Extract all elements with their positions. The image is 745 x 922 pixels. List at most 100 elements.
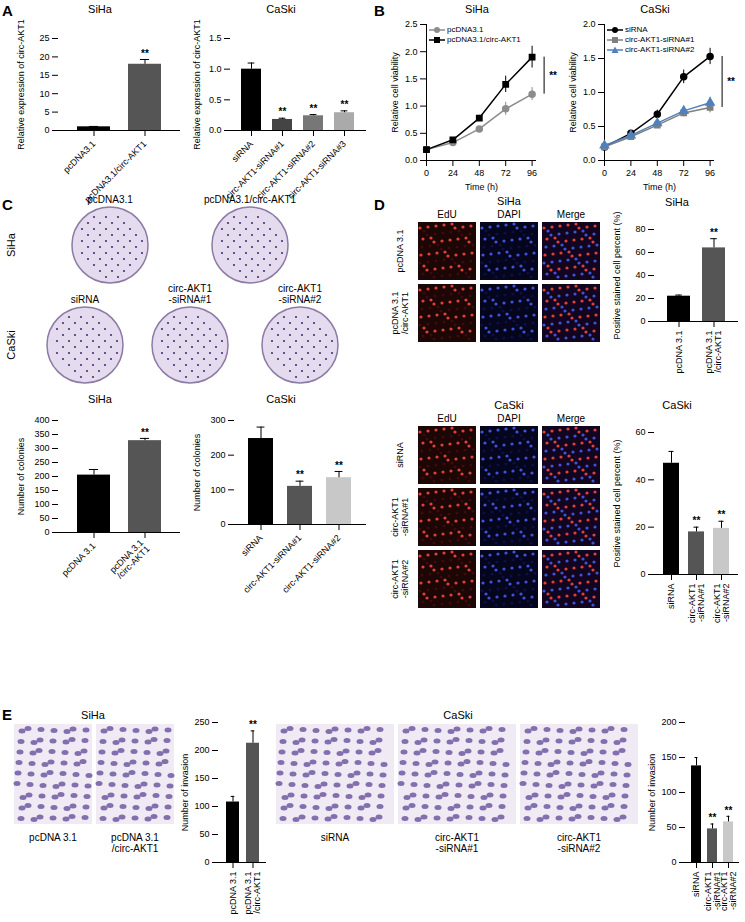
svg-text:Number of colonies: Number of colonies (16, 437, 26, 515)
svg-text:**: ** (341, 99, 349, 110)
svg-text:100: 100 (34, 499, 49, 509)
svg-text:0.5: 0.5 (583, 121, 596, 131)
svg-text:0.0: 0.0 (209, 125, 222, 135)
svg-text:20: 20 (39, 52, 49, 62)
svg-text:C: C (2, 196, 13, 213)
svg-text:siRNA: siRNA (691, 872, 701, 898)
svg-text:50: 50 (39, 513, 49, 523)
svg-text:96: 96 (705, 168, 715, 178)
svg-text:**: ** (549, 70, 557, 81)
svg-text:pcDNA3.1/circ-AKT1: pcDNA3.1/circ-AKT1 (204, 194, 297, 205)
svg-text:0: 0 (602, 168, 607, 178)
svg-text:0.0: 0.0 (405, 155, 418, 165)
svg-text:5: 5 (44, 107, 49, 117)
svg-text:300: 300 (34, 443, 49, 453)
svg-text:circ-AKT1-siRNA#1: circ-AKT1-siRNA#1 (168, 283, 212, 305)
svg-text:pcDNA 3.1: pcDNA 3.1 (60, 541, 97, 578)
svg-text:24: 24 (626, 168, 636, 178)
svg-text:siRNA: siRNA (395, 442, 405, 468)
svg-text:300: 300 (210, 415, 225, 425)
svg-text:E: E (2, 706, 12, 723)
svg-text:EdU: EdU (437, 413, 456, 424)
svg-text:circ-AKT1-siRNA#1: circ-AKT1-siRNA#1 (224, 139, 286, 201)
svg-text:2.0: 2.0 (583, 19, 596, 29)
svg-text:400: 400 (34, 415, 49, 425)
svg-text:Number of colonies: Number of colonies (192, 433, 202, 511)
svg-text:DAPI: DAPI (497, 209, 520, 220)
svg-text:**: ** (718, 509, 726, 520)
svg-text:circ-AKT1-siRNA#2: circ-AKT1-siRNA#2 (255, 139, 317, 201)
svg-text:Positive stained cell percent: Positive stained cell percent (%) (612, 439, 622, 567)
svg-text:1.5: 1.5 (583, 53, 596, 63)
svg-text:pcDNA 3.1: pcDNA 3.1 (674, 331, 684, 374)
svg-text:circ-AKT1-siRNA#2: circ-AKT1-siRNA#2 (278, 283, 322, 305)
svg-text:80: 80 (635, 224, 645, 234)
svg-text:72: 72 (501, 168, 511, 178)
svg-text:circ-AKT1-siRNA#2: circ-AKT1-siRNA#2 (719, 872, 738, 912)
svg-text:pcDNA 3.1: pcDNA 3.1 (228, 872, 238, 915)
svg-text:200: 200 (661, 717, 676, 727)
svg-text:20: 20 (635, 522, 645, 532)
svg-text:0.0: 0.0 (583, 155, 596, 165)
svg-text:350: 350 (34, 429, 49, 439)
svg-text:pcDNA 3.1/circ-AKT1: pcDNA 3.1/circ-AKT1 (111, 832, 159, 854)
svg-text:Relative expression of circ-AK: Relative expression of circ-AKT1 (192, 19, 202, 150)
svg-text:0: 0 (44, 527, 49, 537)
svg-text:pcDNA3.1: pcDNA3.1 (61, 139, 97, 175)
svg-text:100: 100 (661, 787, 676, 797)
svg-text:200: 200 (194, 745, 209, 755)
svg-text:0: 0 (204, 857, 209, 867)
svg-text:siRNA: siRNA (230, 139, 255, 164)
svg-text:**: ** (141, 48, 149, 59)
svg-text:circ-AKT1-siRNA#2: circ-AKT1-siRNA#2 (557, 832, 601, 854)
svg-text:siRNA: siRNA (239, 533, 264, 558)
svg-text:2.5: 2.5 (405, 19, 418, 29)
svg-text:**: ** (710, 227, 718, 238)
svg-text:40: 40 (635, 475, 645, 485)
svg-text:0: 0 (671, 857, 676, 867)
svg-text:circ-AKT1-siRNA#1: circ-AKT1-siRNA#1 (390, 497, 410, 537)
svg-text:60: 60 (635, 247, 645, 257)
svg-text:siRNA: siRNA (71, 294, 100, 305)
svg-text:circ-AKT1-siRNA#2: circ-AKT1-siRNA#2 (712, 584, 731, 624)
svg-text:48: 48 (474, 168, 484, 178)
svg-text:Merge: Merge (557, 413, 586, 424)
svg-text:0: 0 (424, 168, 429, 178)
svg-text:150: 150 (194, 773, 209, 783)
svg-text:EdU: EdU (437, 209, 456, 220)
svg-text:pcDNA 3.1/circ-AKT1: pcDNA 3.1/circ-AKT1 (390, 291, 410, 334)
svg-text:Merge: Merge (557, 209, 586, 220)
svg-text:pcDNA 3.1: pcDNA 3.1 (395, 229, 405, 272)
svg-text:1.5: 1.5 (405, 74, 418, 84)
svg-text:40: 40 (635, 270, 645, 280)
svg-text:circ-AKT1-siRNA#3: circ-AKT1-siRNA#3 (286, 139, 348, 201)
svg-text:**: ** (296, 469, 304, 480)
svg-text:SiHa: SiHa (497, 195, 522, 207)
svg-text:0: 0 (220, 519, 225, 529)
svg-text:200: 200 (210, 450, 225, 460)
svg-text:**: ** (249, 719, 257, 730)
svg-text:**: ** (709, 812, 717, 823)
svg-text:Relative expression of circ-AK: Relative expression of circ-AKT1 (16, 19, 26, 150)
svg-text:10: 10 (39, 89, 49, 99)
svg-text:pcDNA 3.1/circ-AKT1: pcDNA 3.1/circ-AKT1 (704, 331, 723, 374)
svg-text:150: 150 (34, 485, 49, 495)
svg-text:96: 96 (527, 168, 537, 178)
svg-text:50: 50 (666, 822, 676, 832)
svg-text:CaSki: CaSki (5, 330, 17, 359)
svg-text:siRNA: siRNA (666, 584, 676, 610)
svg-text:1.5: 1.5 (209, 33, 222, 43)
svg-text:SiHa: SiHa (5, 232, 17, 257)
svg-text:200: 200 (34, 471, 49, 481)
svg-text:Time (h): Time (h) (643, 182, 676, 192)
svg-text:Relative cell viability: Relative cell viability (568, 52, 578, 133)
svg-text:Number of invasion: Number of invasion (647, 754, 657, 832)
svg-text:circ-AKT1-siRNA#2: circ-AKT1-siRNA#2 (390, 559, 410, 599)
svg-text:250: 250 (194, 717, 209, 727)
svg-text:24: 24 (448, 168, 458, 178)
svg-text:**: ** (727, 76, 735, 87)
svg-text:150: 150 (661, 752, 676, 762)
svg-text:Relative cell viability: Relative cell viability (390, 52, 400, 133)
svg-text:0.5: 0.5 (405, 128, 418, 138)
svg-text:**: ** (141, 427, 149, 438)
